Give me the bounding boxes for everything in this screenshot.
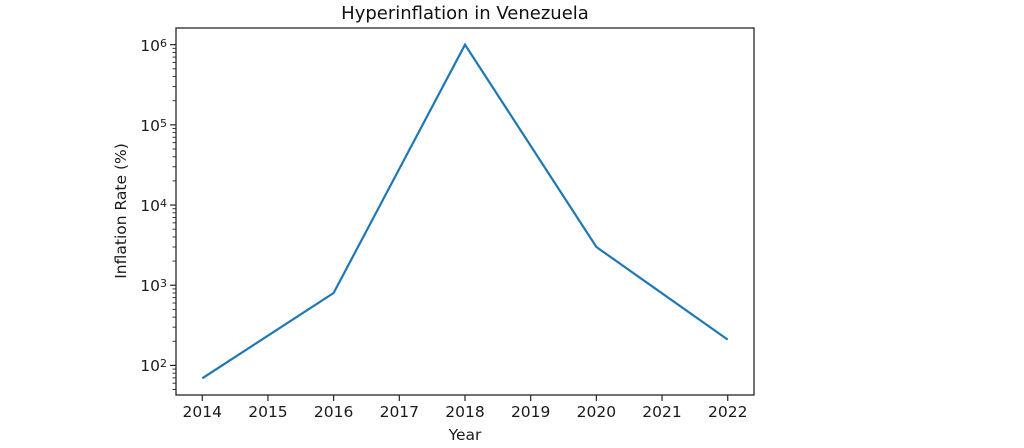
x-tick-label: 2022: [707, 403, 748, 421]
x-tick-label: 2014: [182, 403, 222, 421]
x-tick-label: 2019: [510, 403, 551, 421]
x-ticks: [201, 395, 729, 401]
y-tick-label: 105: [140, 115, 167, 135]
y-tick-exponent: 3: [160, 277, 167, 291]
x-tick-label: 2020: [576, 403, 617, 421]
y-tick-label: 104: [140, 195, 167, 215]
x-tick-label: 2018: [445, 403, 485, 421]
y-tick-exponent: 6: [160, 36, 167, 50]
y-tick-base: 10: [140, 197, 160, 216]
y-tick-label: 106: [140, 35, 167, 55]
y-tick-exponent: 5: [160, 116, 167, 130]
y-minor-ticks: [172, 47, 176, 390]
x-tick-label: 2021: [642, 403, 682, 421]
y-tick-exponent: 2: [160, 357, 167, 371]
x-tick-label: 2015: [248, 403, 288, 421]
y-tick-base: 10: [140, 116, 160, 135]
chart-title: Hyperinflation in Venezuela: [341, 3, 589, 24]
y-tick-label: 102: [140, 355, 167, 375]
x-axis-label: Year: [448, 426, 482, 444]
y-tick-exponent: 4: [160, 197, 167, 211]
y-tick-base: 10: [140, 277, 160, 296]
y-tick-label: 103: [140, 275, 167, 295]
y-tick-base: 10: [140, 357, 160, 376]
x-tick-label: 2017: [379, 403, 420, 421]
x-tick-label: 2016: [313, 403, 354, 421]
inflation-line-series: [201, 42, 729, 380]
y-major-ticks: [170, 44, 176, 367]
y-tick-base: 10: [140, 36, 160, 55]
